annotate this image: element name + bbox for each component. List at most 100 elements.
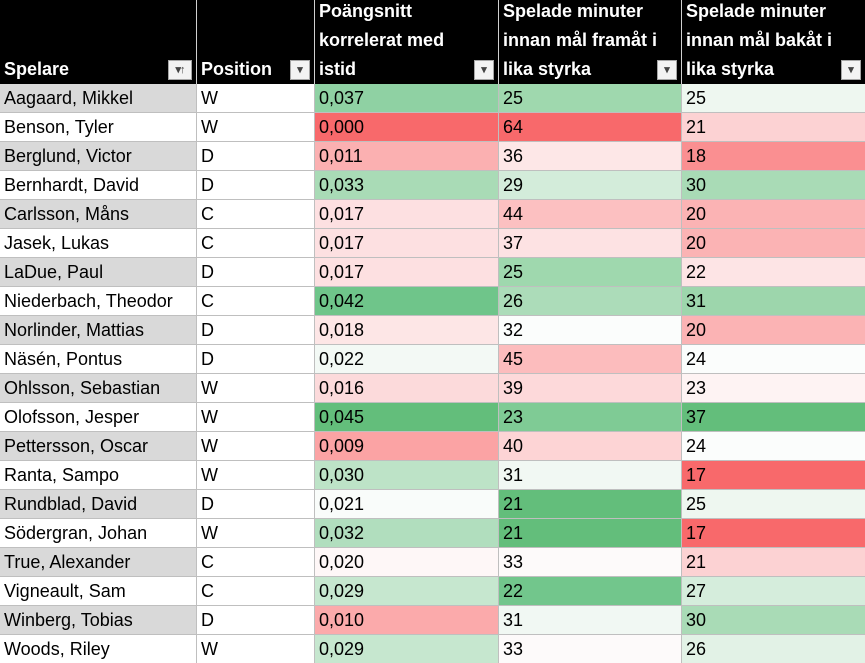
points-cell[interactable]: 0,017 <box>315 258 499 287</box>
position-cell[interactable]: D <box>197 316 315 345</box>
minutes-back-cell[interactable]: 37 <box>682 403 865 432</box>
player-cell[interactable]: Niederbach, Theodor <box>0 287 197 316</box>
player-cell[interactable]: LaDue, Paul <box>0 258 197 287</box>
minutes-back-cell[interactable]: 23 <box>682 374 865 403</box>
player-cell[interactable]: Winberg, Tobias <box>0 606 197 635</box>
player-cell[interactable]: Bernhardt, David <box>0 171 197 200</box>
points-cell[interactable]: 0,033 <box>315 171 499 200</box>
minutes-back-cell[interactable]: 21 <box>682 548 865 577</box>
minutes-forward-cell[interactable]: 31 <box>499 606 682 635</box>
minutes-back-cell[interactable]: 25 <box>682 490 865 519</box>
minutes-forward-cell[interactable]: 32 <box>499 316 682 345</box>
dropdown-filter-icon[interactable]: ▾ <box>657 60 677 80</box>
player-cell[interactable]: Norlinder, Mattias <box>0 316 197 345</box>
minutes-forward-cell[interactable]: 37 <box>499 229 682 258</box>
minutes-back-cell[interactable]: 22 <box>682 258 865 287</box>
player-cell[interactable]: Ohlsson, Sebastian <box>0 374 197 403</box>
minutes-forward-cell[interactable]: 36 <box>499 142 682 171</box>
minutes-forward-cell[interactable]: 64 <box>499 113 682 142</box>
minutes-forward-cell[interactable]: 21 <box>499 490 682 519</box>
position-cell[interactable]: D <box>197 142 315 171</box>
minutes-back-cell[interactable]: 26 <box>682 635 865 663</box>
minutes-back-cell[interactable]: 20 <box>682 229 865 258</box>
minutes-forward-cell[interactable]: 33 <box>499 548 682 577</box>
minutes-forward-cell[interactable]: 31 <box>499 461 682 490</box>
minutes-forward-cell[interactable]: 22 <box>499 577 682 606</box>
points-cell[interactable]: 0,011 <box>315 142 499 171</box>
position-cell[interactable]: C <box>197 548 315 577</box>
player-cell[interactable]: Rundblad, David <box>0 490 197 519</box>
position-cell[interactable]: D <box>197 490 315 519</box>
player-cell[interactable]: Jasek, Lukas <box>0 229 197 258</box>
position-cell[interactable]: D <box>197 345 315 374</box>
position-cell[interactable]: D <box>197 171 315 200</box>
points-cell[interactable]: 0,020 <box>315 548 499 577</box>
minutes-forward-cell[interactable]: 21 <box>499 519 682 548</box>
minutes-forward-cell[interactable]: 26 <box>499 287 682 316</box>
minutes-back-cell[interactable]: 20 <box>682 316 865 345</box>
minutes-back-cell[interactable]: 21 <box>682 113 865 142</box>
position-cell[interactable]: W <box>197 84 315 113</box>
player-cell[interactable]: Carlsson, Måns <box>0 200 197 229</box>
minutes-back-cell[interactable]: 31 <box>682 287 865 316</box>
player-cell[interactable]: Pettersson, Oscar <box>0 432 197 461</box>
position-cell[interactable]: W <box>197 519 315 548</box>
minutes-back-cell[interactable]: 24 <box>682 432 865 461</box>
minutes-back-cell[interactable]: 17 <box>682 461 865 490</box>
minutes-back-cell[interactable]: 30 <box>682 606 865 635</box>
player-cell[interactable]: Berglund, Victor <box>0 142 197 171</box>
player-cell[interactable]: Woods, Riley <box>0 635 197 663</box>
points-cell[interactable]: 0,029 <box>315 635 499 663</box>
minutes-forward-cell[interactable]: 40 <box>499 432 682 461</box>
position-cell[interactable]: C <box>197 229 315 258</box>
minutes-back-cell[interactable]: 27 <box>682 577 865 606</box>
position-cell[interactable]: C <box>197 200 315 229</box>
points-cell[interactable]: 0,045 <box>315 403 499 432</box>
position-cell[interactable]: D <box>197 258 315 287</box>
player-cell[interactable]: Ranta, Sampo <box>0 461 197 490</box>
minutes-back-cell[interactable]: 18 <box>682 142 865 171</box>
player-cell[interactable]: Vigneault, Sam <box>0 577 197 606</box>
position-cell[interactable]: C <box>197 577 315 606</box>
points-cell[interactable]: 0,030 <box>315 461 499 490</box>
points-cell[interactable]: 0,017 <box>315 200 499 229</box>
sort-ascending-filter-icon[interactable]: ▾↑ <box>168 60 192 80</box>
points-cell[interactable]: 0,032 <box>315 519 499 548</box>
points-cell[interactable]: 0,037 <box>315 84 499 113</box>
points-cell[interactable]: 0,000 <box>315 113 499 142</box>
player-cell[interactable]: Aagaard, Mikkel <box>0 84 197 113</box>
minutes-forward-cell[interactable]: 23 <box>499 403 682 432</box>
minutes-back-cell[interactable]: 17 <box>682 519 865 548</box>
minutes-back-cell[interactable]: 30 <box>682 171 865 200</box>
dropdown-filter-icon[interactable]: ▾ <box>474 60 494 80</box>
position-cell[interactable]: D <box>197 606 315 635</box>
minutes-back-cell[interactable]: 25 <box>682 84 865 113</box>
points-cell[interactable]: 0,021 <box>315 490 499 519</box>
player-cell[interactable]: Olofsson, Jesper <box>0 403 197 432</box>
position-cell[interactable]: W <box>197 432 315 461</box>
position-cell[interactable]: W <box>197 113 315 142</box>
player-cell[interactable]: Södergran, Johan <box>0 519 197 548</box>
player-cell[interactable]: True, Alexander <box>0 548 197 577</box>
minutes-forward-cell[interactable]: 25 <box>499 84 682 113</box>
minutes-forward-cell[interactable]: 25 <box>499 258 682 287</box>
position-cell[interactable]: W <box>197 461 315 490</box>
points-cell[interactable]: 0,009 <box>315 432 499 461</box>
minutes-forward-cell[interactable]: 33 <box>499 635 682 663</box>
position-cell[interactable]: W <box>197 635 315 663</box>
position-cell[interactable]: C <box>197 287 315 316</box>
minutes-back-cell[interactable]: 24 <box>682 345 865 374</box>
points-cell[interactable]: 0,010 <box>315 606 499 635</box>
position-cell[interactable]: W <box>197 374 315 403</box>
dropdown-filter-icon[interactable]: ▾ <box>841 60 861 80</box>
dropdown-filter-icon[interactable]: ▾ <box>290 60 310 80</box>
minutes-forward-cell[interactable]: 29 <box>499 171 682 200</box>
minutes-forward-cell[interactable]: 39 <box>499 374 682 403</box>
player-cell[interactable]: Benson, Tyler <box>0 113 197 142</box>
position-cell[interactable]: W <box>197 403 315 432</box>
minutes-forward-cell[interactable]: 44 <box>499 200 682 229</box>
player-cell[interactable]: Näsén, Pontus <box>0 345 197 374</box>
points-cell[interactable]: 0,042 <box>315 287 499 316</box>
points-cell[interactable]: 0,018 <box>315 316 499 345</box>
points-cell[interactable]: 0,016 <box>315 374 499 403</box>
